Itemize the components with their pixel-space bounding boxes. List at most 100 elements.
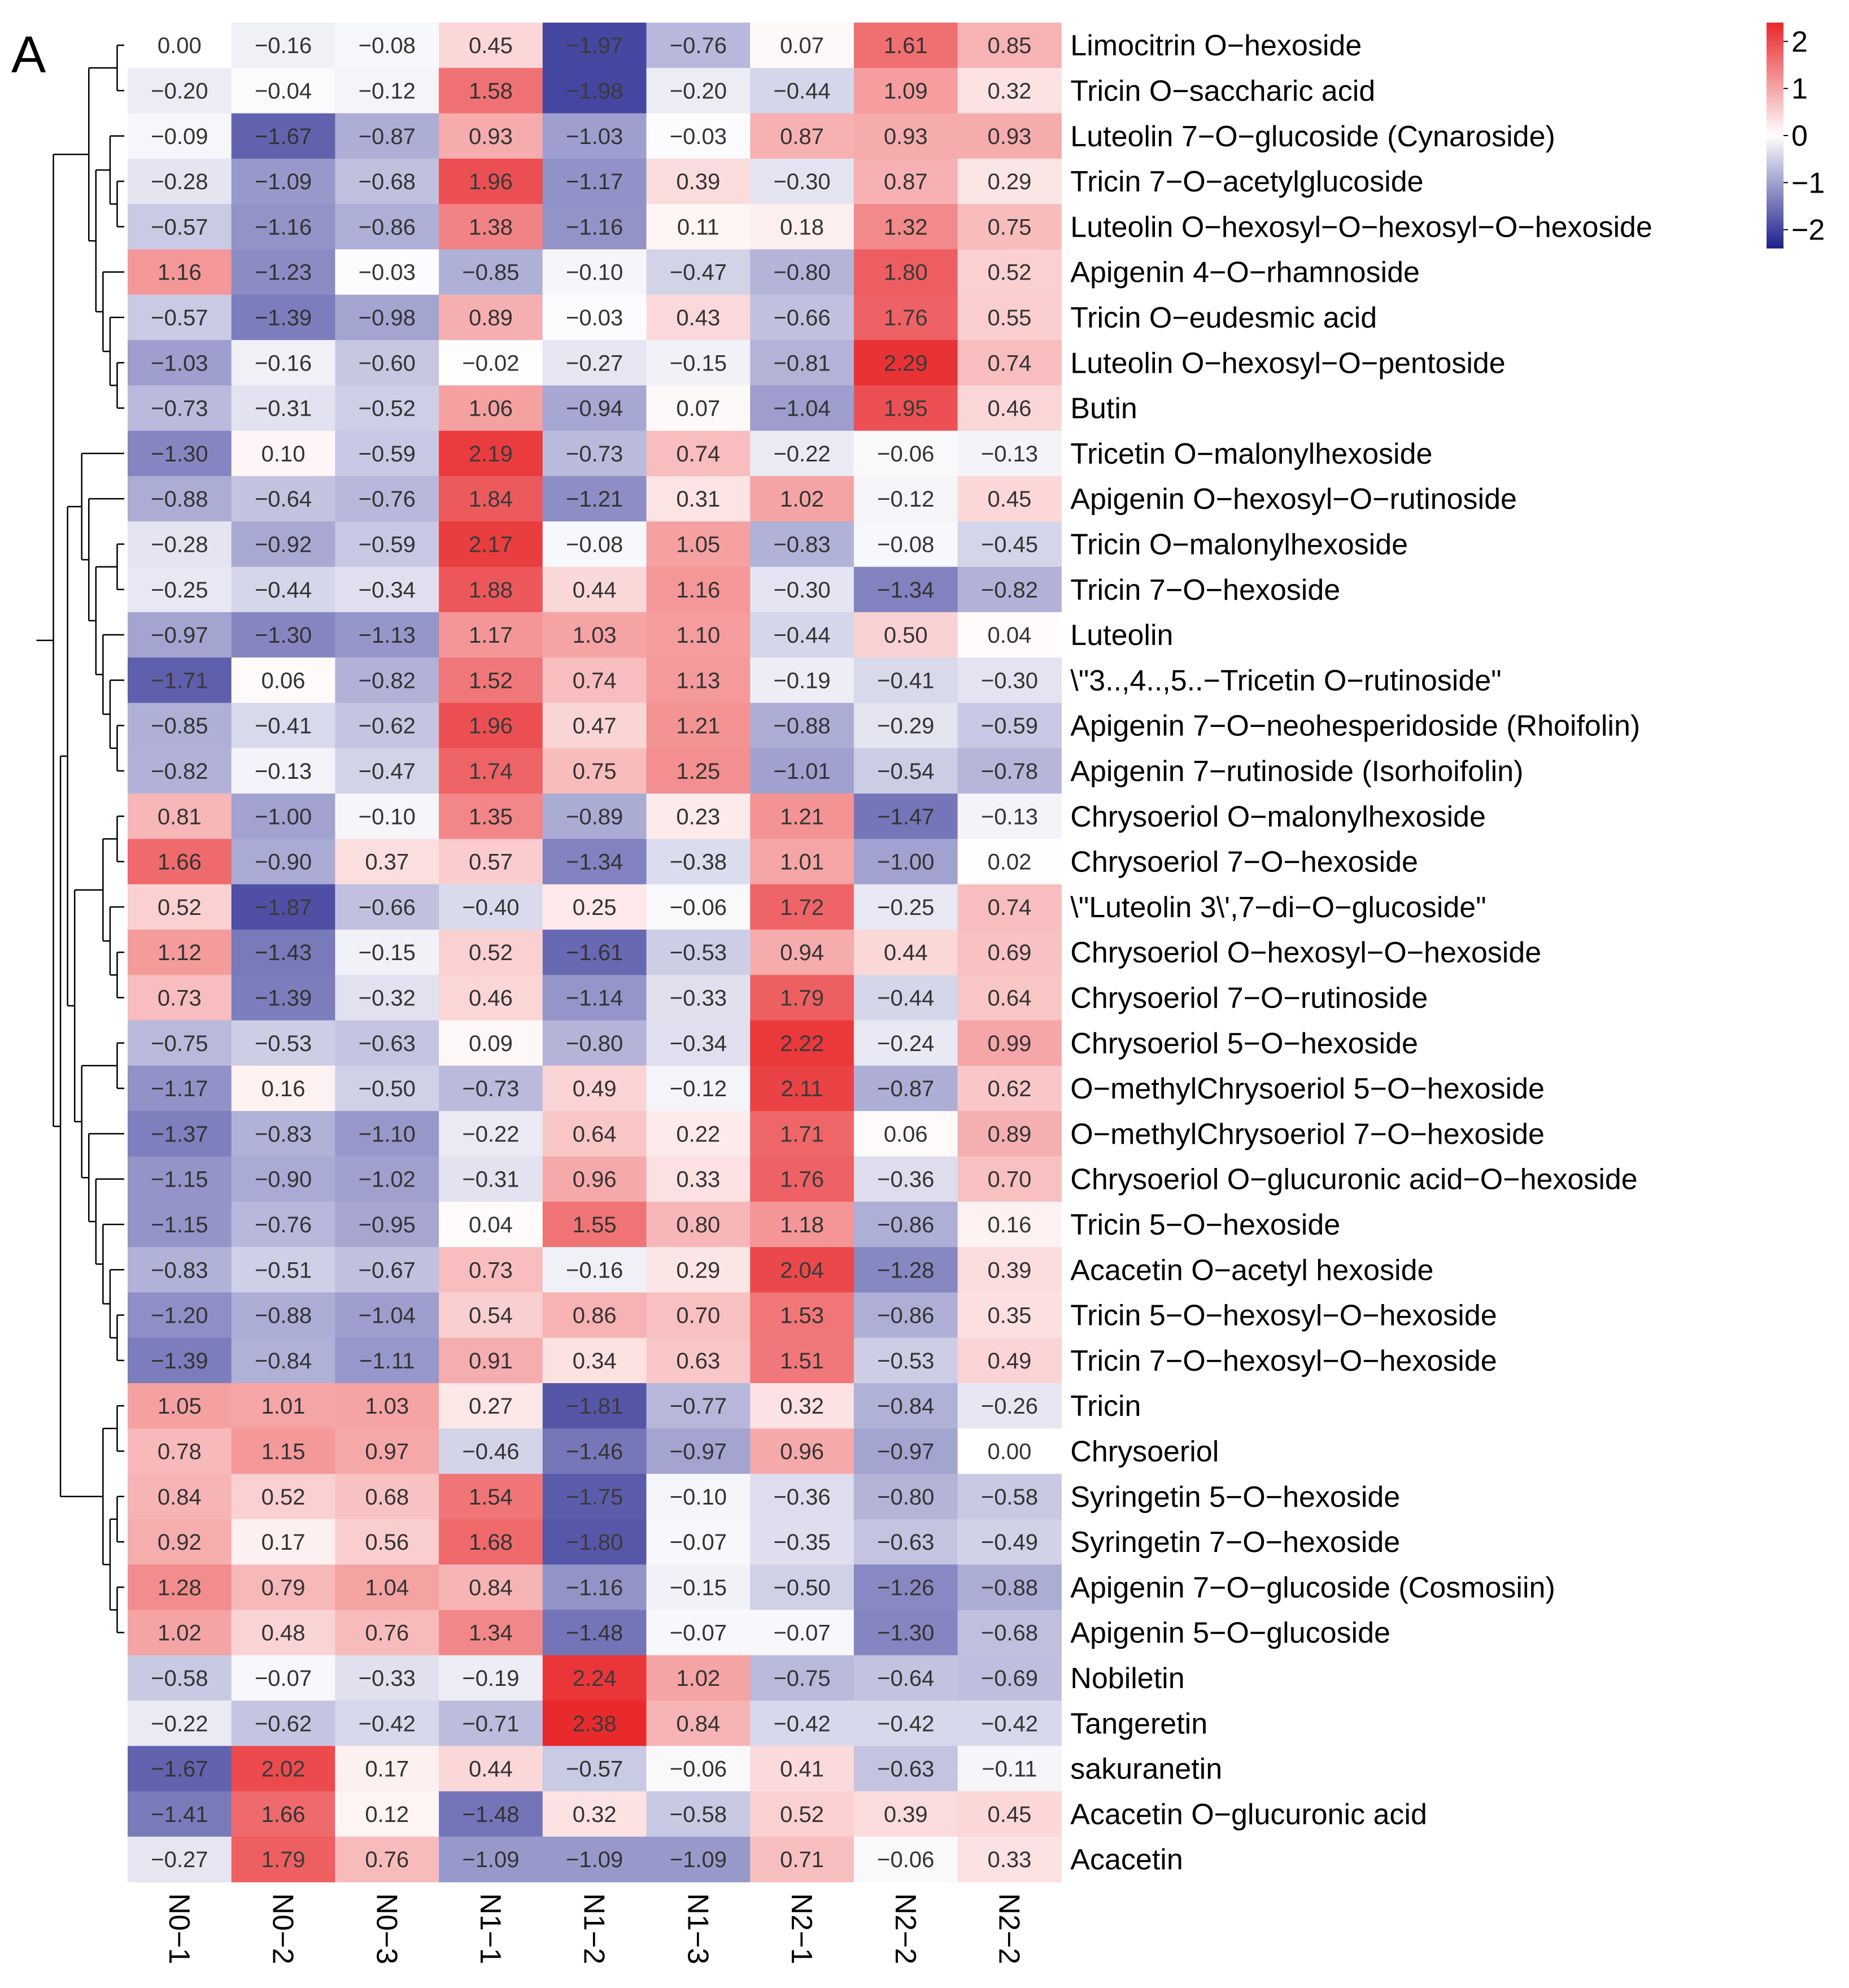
cell-value-label: −0.53 — [670, 940, 727, 965]
row-label: Luteolin — [1070, 619, 1173, 652]
heatmap-cell — [853, 23, 958, 68]
cell-value-label: 0.47 — [573, 714, 617, 739]
cell-value-label: −1.14 — [566, 986, 623, 1010]
heatmap-cell — [128, 1473, 232, 1520]
cell-value-label: −0.68 — [359, 169, 416, 194]
cell-value-label: 0.84 — [469, 1575, 513, 1600]
heatmap-cell — [128, 68, 232, 114]
heatmap-cell — [231, 1837, 335, 1882]
cell-value-label: 0.00 — [158, 33, 202, 58]
cell-value-label: −0.04 — [255, 79, 312, 103]
legend-tick-label: 2 — [1791, 25, 1808, 58]
heatmap-cell — [957, 249, 1062, 295]
heatmap-cell — [957, 657, 1062, 704]
heatmap-cell — [957, 68, 1062, 114]
cell-value-label: 1.05 — [676, 532, 720, 557]
heatmap-cell — [957, 476, 1062, 522]
row-label: Apigenin 5−O−glucoside — [1070, 1617, 1390, 1650]
heatmap-cell — [957, 204, 1062, 250]
cell-value-label: −0.88 — [773, 714, 830, 739]
heatmap-cell — [957, 113, 1062, 159]
cell-value-label: 0.62 — [988, 1076, 1032, 1101]
heatmap-cell — [542, 476, 647, 522]
cell-value-label: −0.31 — [255, 396, 312, 421]
row-label: Chrysoeriol — [1070, 1435, 1219, 1468]
cell-value-label: −0.07 — [255, 1666, 312, 1691]
heatmap-cell — [542, 1519, 647, 1565]
column-label: N0−1 — [163, 1893, 195, 1964]
heatmap-cell — [542, 794, 647, 839]
cell-value-label: −1.04 — [773, 396, 830, 421]
cell-value-label: −0.85 — [462, 260, 519, 285]
cell-value-label: 1.18 — [780, 1213, 824, 1237]
cell-value-label: 0.39 — [884, 1802, 928, 1827]
cell-value-label: −0.49 — [981, 1530, 1038, 1555]
cell-value-label: 1.03 — [573, 623, 617, 648]
heatmap-cell — [231, 1201, 335, 1248]
row-label: Chrysoeriol O−glucuronic acid−O−hexoside — [1070, 1163, 1637, 1196]
row-label: Luteolin O−hexosyl−O−pentoside — [1070, 347, 1505, 380]
cell-value-label: −0.33 — [670, 986, 727, 1010]
cell-value-label: −0.15 — [670, 1575, 727, 1600]
cell-value-label: −0.25 — [151, 578, 208, 603]
cell-value-label: −0.69 — [981, 1666, 1038, 1691]
cell-value-label: −0.40 — [462, 895, 519, 920]
heatmap-cell — [335, 1247, 439, 1293]
heatmap-cell — [231, 1156, 335, 1202]
cell-value-label: 0.52 — [261, 1485, 306, 1510]
row-label: O−methylChrysoeriol 5−O−hexoside — [1070, 1073, 1545, 1105]
cell-value-label: −0.34 — [670, 1031, 727, 1056]
cell-value-label: −1.98 — [566, 79, 623, 103]
row-label: Chrysoeriol 5−O−hexoside — [1070, 1027, 1418, 1060]
cell-value-label: 0.93 — [988, 124, 1032, 149]
heatmap-cell — [853, 1519, 958, 1565]
cell-value-label: 0.02 — [988, 850, 1032, 875]
cell-value-label: 0.73 — [158, 986, 202, 1010]
heatmap-cell — [335, 1701, 439, 1746]
heatmap-cell — [335, 1610, 439, 1656]
heatmap-cell — [750, 1655, 854, 1701]
cell-value-label: −0.31 — [462, 1167, 519, 1192]
row-label: Acacetin O−acetyl hexoside — [1070, 1254, 1433, 1287]
heatmap-cell — [542, 1791, 647, 1837]
heatmap-cell — [128, 204, 232, 250]
cell-value-label: 0.45 — [988, 487, 1032, 512]
heatmap-cell — [231, 1020, 335, 1066]
heatmap-cell — [750, 340, 854, 386]
cell-value-label: 0.32 — [988, 79, 1032, 103]
heatmap-cell — [231, 204, 335, 250]
heatmap-cell — [335, 113, 439, 159]
heatmap-cell — [750, 23, 854, 68]
heatmap-cell — [853, 158, 958, 204]
cell-value-label: −0.42 — [877, 1711, 934, 1736]
heatmap-cell — [750, 748, 854, 794]
cell-value-label: 0.44 — [884, 940, 928, 965]
heatmap-cell — [231, 884, 335, 930]
heatmap-cell — [128, 158, 232, 204]
column-label: N1−1 — [474, 1893, 507, 1964]
cell-value-label: 1.95 — [884, 396, 928, 421]
heatmap-cell — [750, 1746, 854, 1792]
legend-tick-label: −2 — [1791, 214, 1825, 247]
heatmap-cell — [853, 930, 958, 975]
heatmap-cell — [231, 1791, 335, 1837]
heatmap-cell — [542, 1292, 647, 1339]
cell-value-label: 1.72 — [780, 895, 824, 920]
heatmap-cell — [128, 1201, 232, 1248]
cell-value-label: 0.52 — [158, 895, 202, 920]
heatmap-cell — [853, 68, 958, 114]
heatmap-cell — [542, 612, 647, 658]
heatmap-cell — [128, 1837, 232, 1882]
cell-value-label: 1.80 — [884, 260, 928, 285]
cell-value-label: 0.04 — [469, 1213, 513, 1237]
column-label: N0−2 — [267, 1893, 299, 1964]
heatmap-cell — [128, 1111, 232, 1157]
cell-value-label: −1.13 — [359, 623, 416, 648]
cell-value-label: 0.73 — [469, 1258, 513, 1283]
heatmap-cell — [646, 1701, 751, 1746]
cell-value-label: 0.70 — [988, 1167, 1032, 1192]
row-label: \"3..,4..,5..−Tricetin O−rutinoside" — [1070, 664, 1501, 697]
cell-value-label: −0.35 — [773, 1530, 830, 1555]
cell-value-label: −0.54 — [877, 759, 934, 784]
cell-value-label: −0.59 — [359, 442, 416, 467]
